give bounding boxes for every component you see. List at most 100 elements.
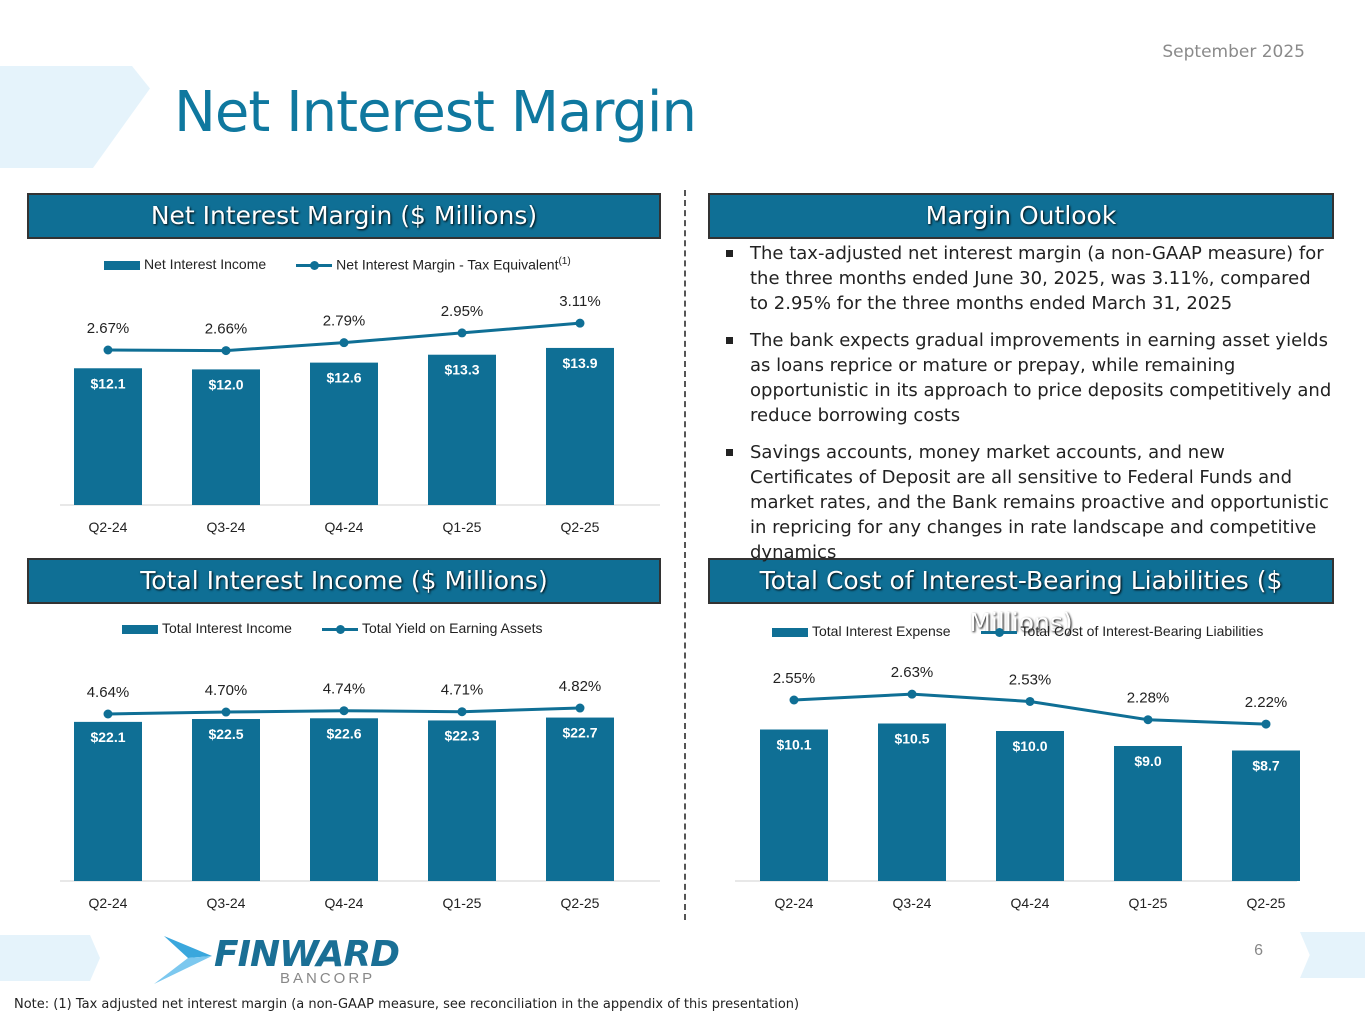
page-number: 6 xyxy=(1254,942,1263,959)
bar-label: $22.3 xyxy=(444,727,479,743)
chart3-legend: Total Interest Expense Total Cost of Int… xyxy=(772,623,1263,639)
line-label: 4.82% xyxy=(559,678,602,695)
category-label: Q1-25 xyxy=(443,519,482,535)
line-point xyxy=(103,345,113,355)
line-point xyxy=(575,318,585,328)
legend-item-line: Total Yield on Earning Assets xyxy=(321,620,543,636)
outlook-bullets: The tax-adjusted net interest margin (a … xyxy=(722,241,1332,577)
chart1-legend: Net Interest Income Net Interest Margin … xyxy=(104,256,571,273)
outlook-bullet: The bank expects gradual improvements in… xyxy=(722,328,1332,428)
line-label: 4.71% xyxy=(441,682,484,699)
category-label: Q4-24 xyxy=(325,895,364,911)
bar-label: $13.9 xyxy=(562,355,597,371)
line-label: 2.67% xyxy=(87,320,130,337)
chart2-legend: Total Interest Income Total Yield on Ear… xyxy=(122,620,543,636)
line-label: 2.66% xyxy=(205,321,248,338)
bar xyxy=(546,347,614,505)
bar xyxy=(310,362,378,505)
footer-chevron-left xyxy=(0,935,100,981)
line-label: 2.28% xyxy=(1127,690,1170,707)
bar-label: $8.7 xyxy=(1252,758,1279,774)
bar xyxy=(546,717,614,881)
panel-divider xyxy=(684,190,686,920)
line-point xyxy=(1261,719,1271,729)
bar xyxy=(428,354,496,505)
line-point xyxy=(1143,715,1153,725)
line-point xyxy=(789,695,799,705)
line-label: 3.11% xyxy=(559,293,600,310)
bar xyxy=(996,731,1064,881)
bar-label: $10.1 xyxy=(776,737,811,753)
line-point xyxy=(575,703,585,713)
legend-item-line: Total Cost of Interest-Bearing Liabiliti… xyxy=(980,623,1263,639)
nim-panel-header: Net Interest Margin ($ Millions) xyxy=(27,193,661,239)
bar xyxy=(192,369,260,505)
tii-panel-header: Total Interest Income ($ Millions) xyxy=(27,558,661,604)
bar-label: $12.1 xyxy=(90,375,125,391)
bar-label: $22.6 xyxy=(326,725,361,741)
category-label: Q2-25 xyxy=(561,519,600,535)
line-label: 2.55% xyxy=(773,670,816,687)
bar xyxy=(1232,750,1300,881)
line-point xyxy=(221,707,231,717)
bar-label: $12.6 xyxy=(326,370,361,386)
line-label: 4.74% xyxy=(323,681,366,698)
bar xyxy=(1114,746,1182,881)
bar-label: $22.5 xyxy=(208,726,243,742)
category-label: Q2-24 xyxy=(89,519,128,535)
legend-item-bar: Total Interest Expense xyxy=(772,623,951,639)
bar-label: $12.0 xyxy=(208,376,243,392)
page-title: Net Interest Margin xyxy=(174,80,697,145)
bar xyxy=(74,721,142,881)
legend-item-bar: Total Interest Income xyxy=(122,620,292,636)
bar-label: $9.0 xyxy=(1134,753,1161,769)
category-label: Q2-24 xyxy=(775,895,814,911)
line-label: 2.22% xyxy=(1245,694,1288,711)
bar-label: $10.5 xyxy=(894,731,929,747)
line-label: 2.53% xyxy=(1009,671,1052,688)
cost-chart: $10.1 Q2-24 $10.5 Q3-24 $10.0 Q4-24 $9.0 Q1-25 $… xyxy=(735,664,1300,911)
category-label: Q3-24 xyxy=(207,895,246,911)
bar-label: $13.3 xyxy=(444,362,479,378)
footer-chevron-right xyxy=(1300,932,1365,978)
date-label: September 2025 xyxy=(1162,42,1305,62)
outlook-bullet: The tax-adjusted net interest margin (a … xyxy=(722,241,1332,316)
line-point xyxy=(457,328,467,338)
bar-label: $10.0 xyxy=(1012,738,1047,754)
line-label: 4.64% xyxy=(87,684,130,701)
line-point xyxy=(221,346,231,356)
bar xyxy=(428,720,496,881)
bar xyxy=(760,729,828,881)
category-label: Q1-25 xyxy=(1129,895,1168,911)
bar-label: $22.1 xyxy=(90,729,125,745)
line-label: 2.95% xyxy=(441,303,484,320)
tii-chart: $22.1 Q2-24 $22.5 Q3-24 $22.6 Q4-24 $22.3 Q1-25… xyxy=(60,678,660,911)
line-point xyxy=(103,709,113,719)
line-point xyxy=(907,689,917,699)
nim-chart: $12.1 Q2-24 $12.0 Q3-24 $12.6 Q4-24 $13.3 Q1-25… xyxy=(60,293,660,535)
legend-item-line: Net Interest Margin - Tax Equivalent(1) xyxy=(296,256,571,273)
bar xyxy=(192,719,260,881)
line-label: 2.63% xyxy=(891,664,934,681)
finward-logo: FINWARD BANCORP xyxy=(152,934,400,990)
category-label: Q3-24 xyxy=(893,895,932,911)
line-point xyxy=(1025,696,1035,706)
category-label: Q4-24 xyxy=(1011,895,1050,911)
line-label: 2.79% xyxy=(323,313,366,330)
outlook-bullet: Savings accounts, money market accounts,… xyxy=(722,440,1332,565)
legend-item-bar: Net Interest Income xyxy=(104,256,266,272)
category-label: Q1-25 xyxy=(443,895,482,911)
line-point xyxy=(457,707,467,717)
bar xyxy=(74,368,142,505)
category-label: Q2-25 xyxy=(1247,895,1286,911)
line-point xyxy=(339,706,349,716)
line-label: 4.70% xyxy=(205,682,248,699)
category-label: Q2-24 xyxy=(89,895,128,911)
footnote: Note: (1) Tax adjusted net interest marg… xyxy=(14,997,800,1012)
category-label: Q4-24 xyxy=(325,519,364,535)
bar xyxy=(310,718,378,881)
category-label: Q3-24 xyxy=(207,519,246,535)
line-point xyxy=(339,338,349,348)
logo-arrow-icon xyxy=(154,936,212,984)
